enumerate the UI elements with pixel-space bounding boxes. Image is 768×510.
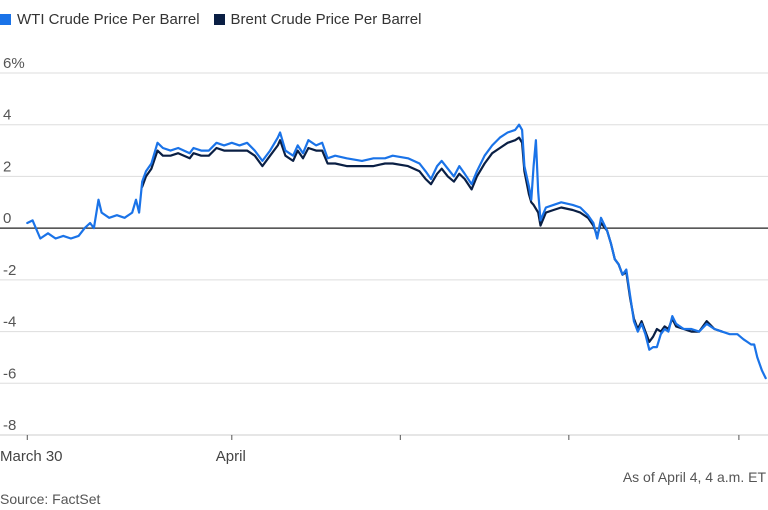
- y-tick-label: -4: [3, 314, 16, 331]
- legend-swatch-wti: [0, 13, 11, 25]
- y-tick-label: -2: [3, 262, 16, 279]
- chart-legend: WTI Crude Price Per Barrel Brent Crude P…: [0, 8, 435, 30]
- y-tick-label: 4: [3, 107, 11, 124]
- as-of-note: As of April 4, 4 a.m. ET: [622, 469, 766, 485]
- x-tick-label: April: [216, 448, 246, 465]
- y-tick-label: -6: [3, 365, 16, 382]
- x-tick-label: March 30: [0, 448, 63, 465]
- series-lines: [26, 123, 767, 380]
- y-tick-label: -8: [3, 417, 16, 434]
- legend-item-wti: WTI Crude Price Per Barrel: [0, 11, 200, 28]
- grid-lines: [0, 72, 768, 384]
- source-credit: Source: FactSet: [0, 491, 101, 507]
- series-line-brent: [141, 136, 724, 343]
- x-axis: March 30 April: [0, 434, 768, 465]
- series-line-wti: [26, 123, 767, 380]
- y-tick-label: 0: [3, 210, 11, 227]
- legend-item-brent: Brent Crude Price Per Barrel: [213, 10, 422, 28]
- y-tick-label: 2: [3, 158, 11, 175]
- legend-swatch-brent: [213, 13, 225, 25]
- legend-label-brent: Brent Crude Price Per Barrel: [230, 10, 422, 28]
- legend-label-wti: WTI Crude Price Per Barrel: [17, 10, 200, 28]
- y-tick-label: 6%: [3, 55, 25, 72]
- line-chart: 6% 4 2 0 -2 -4 -6 -8 March 30 April: [0, 55, 768, 465]
- y-axis-tick-labels: 6% 4 2 0 -2 -4 -6 -8: [3, 55, 25, 434]
